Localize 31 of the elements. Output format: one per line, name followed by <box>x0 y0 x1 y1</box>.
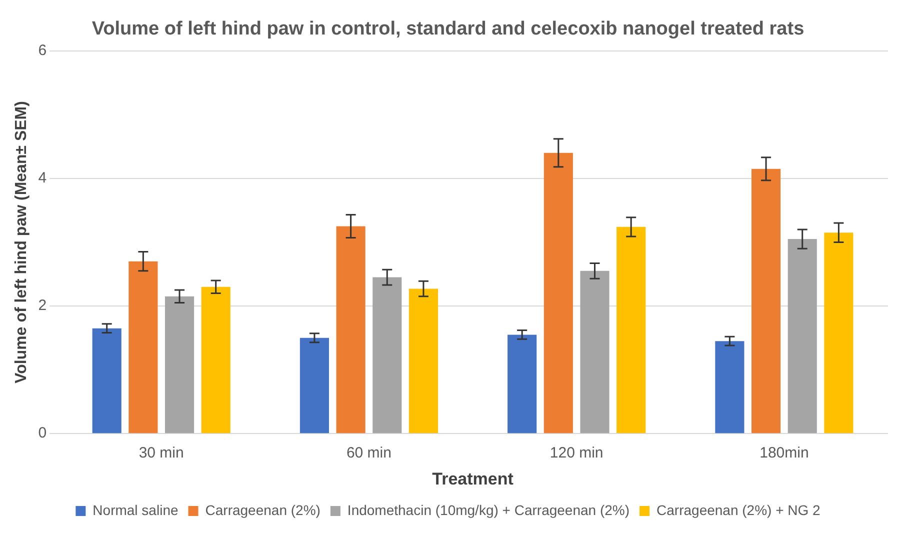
y-axis-title: Volume of left hind paw (Mean± SEM) <box>13 101 30 384</box>
x-tick-label: 120 min <box>550 444 604 462</box>
bar <box>715 341 744 434</box>
bar <box>164 296 194 434</box>
chart-title: Volume of left hind paw in control, standard and celecoxib nanogel treated rats <box>92 18 804 40</box>
bar <box>408 288 438 434</box>
bar <box>128 261 158 434</box>
y-tick-label: 4 <box>38 170 47 187</box>
bar <box>92 328 122 434</box>
bar <box>300 338 329 434</box>
legend-label: Carrageenan (2%) <box>205 502 320 518</box>
x-tick-label: 180min <box>760 444 809 462</box>
legend-label: Normal saline <box>92 502 178 518</box>
bar <box>788 239 817 434</box>
bar <box>544 152 573 434</box>
bar <box>751 168 781 434</box>
bar <box>372 277 402 434</box>
y-tick-label: 6 <box>38 42 47 59</box>
bar <box>201 286 230 434</box>
y-tick-label: 2 <box>38 297 47 314</box>
x-axis-title: Treatment <box>432 469 514 488</box>
bar <box>336 226 366 434</box>
legend-label: Indomethacin (10mg/kg) + Carrageenan (2%) <box>347 502 630 518</box>
bar <box>616 226 646 434</box>
legend-label: Carrageenan (2%) + NG 2 <box>656 502 821 518</box>
x-tick-label: 60 min <box>346 444 392 462</box>
y-tick-label: 0 <box>38 424 47 442</box>
x-tick-label: 30 min <box>138 444 184 462</box>
bar <box>508 334 537 434</box>
bar <box>580 270 610 434</box>
bar <box>824 232 854 434</box>
